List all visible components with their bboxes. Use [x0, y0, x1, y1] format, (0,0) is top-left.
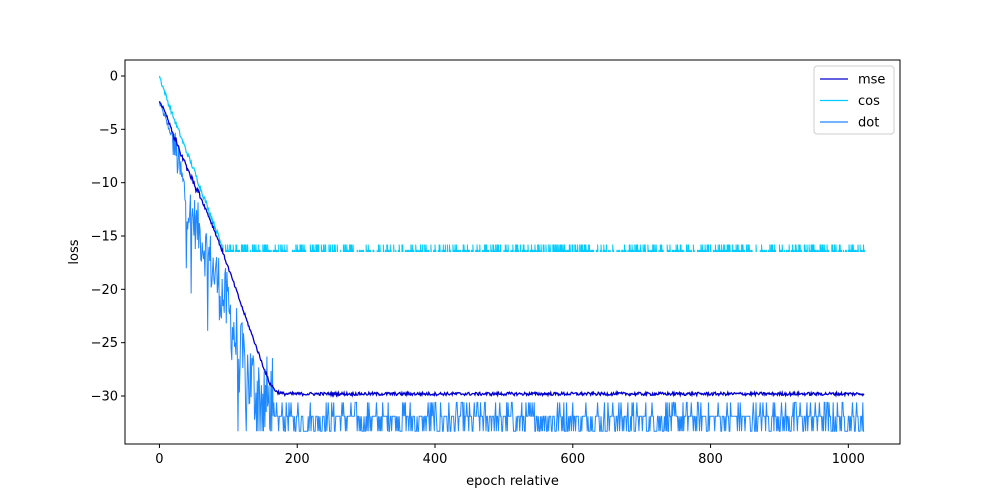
y-axis-label: loss [67, 239, 82, 264]
series-line-cos [158, 75, 223, 246]
legend-label-mse: mse [858, 73, 885, 88]
y-tick-label: 0 [110, 70, 118, 85]
axes-frame [124, 59, 901, 445]
legend: mse cos dot [813, 65, 895, 135]
x-axis-label: epoch relative [466, 474, 559, 489]
series-line-mse [158, 101, 865, 398]
y-tick-label: −15 [91, 230, 118, 245]
x-tick-label: 0 [155, 452, 163, 467]
y-tick-label: −10 [91, 176, 118, 191]
legend-label-cos: cos [858, 94, 880, 109]
y-tick-label: −25 [91, 336, 118, 351]
x-tick-label: 400 [423, 452, 448, 467]
y-tick-label: −20 [91, 283, 118, 298]
ticks-layer: 0 200 400 600 800 1000 0 −5 −10 −15 −20 −25 −30 [91, 70, 865, 468]
plot-area [158, 75, 866, 432]
series-layer [158, 75, 866, 432]
legend-label-dot: dot [858, 116, 879, 131]
x-tick-label: 1000 [832, 452, 865, 467]
x-tick-label: 600 [560, 452, 585, 467]
series-plateau-cos [220, 244, 866, 253]
y-tick-label: −30 [91, 390, 118, 405]
legend-frame [813, 65, 895, 135]
x-tick-label: 800 [698, 452, 723, 467]
series-line-dot [158, 101, 865, 432]
x-tick-label: 200 [285, 452, 310, 467]
y-tick-label: −5 [99, 123, 118, 138]
